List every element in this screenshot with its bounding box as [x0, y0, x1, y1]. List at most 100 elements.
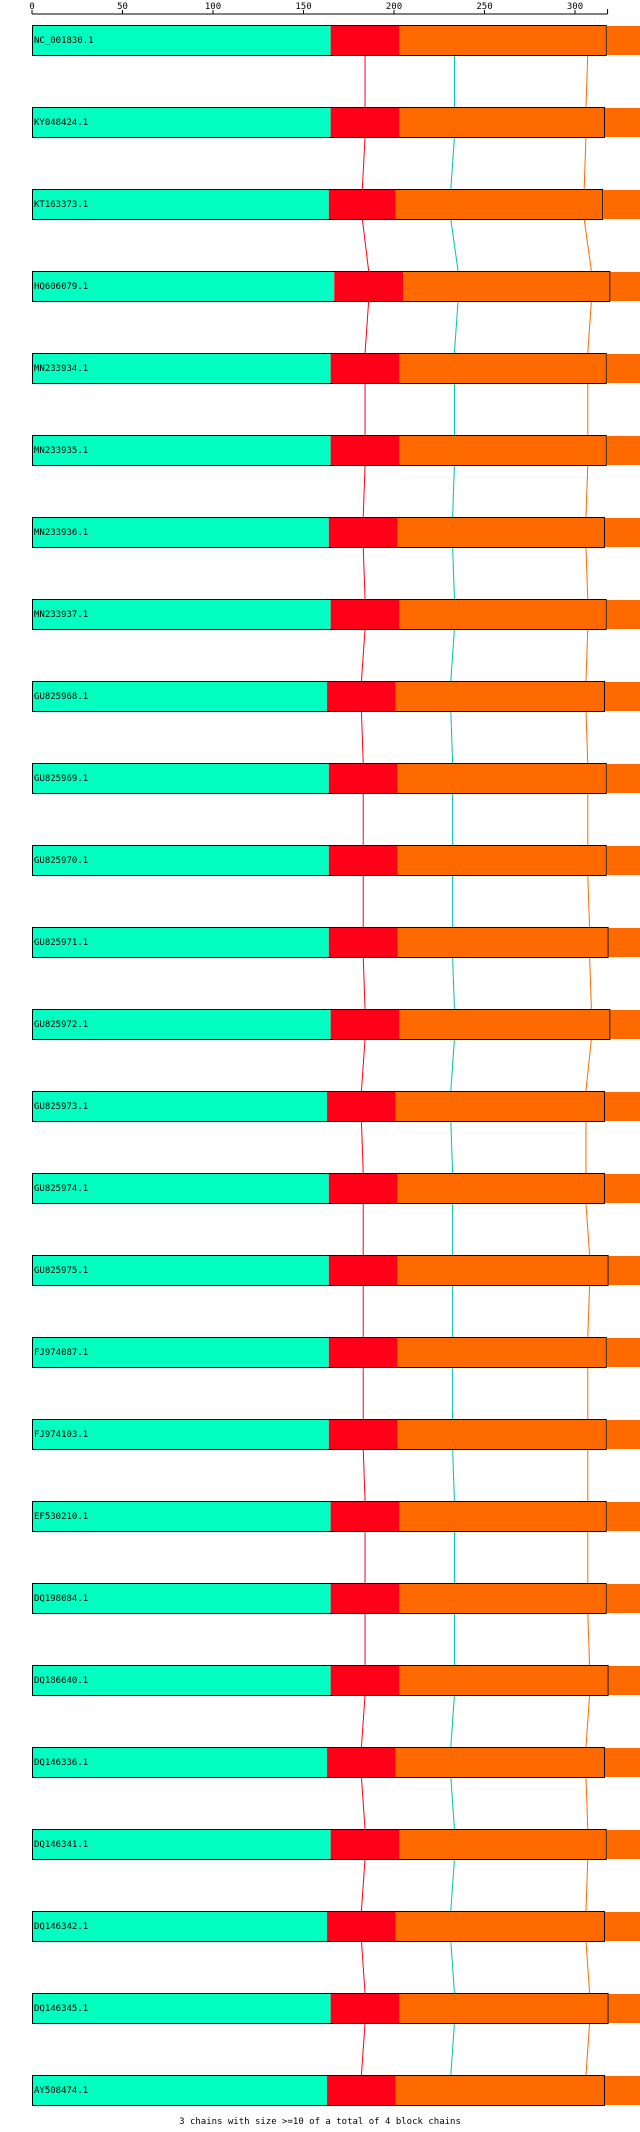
block-1 [32, 1665, 331, 1695]
sequence-row: GU825973.1 [32, 1091, 640, 1122]
sequence-bar-outline [32, 1911, 605, 1942]
sequence-label: DQ146342.1 [34, 1922, 88, 1932]
block-1 [32, 517, 329, 547]
block-1 [32, 1255, 329, 1285]
block-1 [32, 107, 331, 137]
sequence-row: KY048424.1 [32, 107, 640, 138]
trailing-segment [606, 846, 640, 875]
sequence-label: DQ146336.1 [34, 1758, 88, 1768]
block-2 [327, 1091, 396, 1121]
sequence-label: FJ974103.1 [34, 1430, 88, 1440]
block-3 [395, 1747, 604, 1777]
block-1 [32, 353, 331, 383]
connector-block4 [587, 1284, 591, 1338]
connector-block3 [452, 1448, 455, 1502]
sequence-row: MN233935.1 [32, 435, 640, 466]
block-2 [327, 2075, 396, 2105]
block-2 [327, 1747, 396, 1777]
block-3 [399, 1009, 610, 1039]
connector-block4 [585, 464, 589, 518]
block-2 [330, 1829, 400, 1859]
block-2 [330, 1583, 400, 1613]
sequence-row: AY508474.1 [32, 2075, 640, 2106]
sequence-row: GU825974.1 [32, 1173, 640, 1204]
sequence-bar-outline [32, 1583, 607, 1614]
connector-block2 [360, 1694, 366, 1748]
sequence-label: AY508474.1 [34, 2086, 88, 2096]
trailing-segment [608, 928, 640, 957]
sequence-row: GU825971.1 [32, 927, 640, 958]
sequence-label: MN233934.1 [34, 364, 88, 374]
block-2 [328, 1173, 398, 1203]
block-3 [397, 1255, 608, 1285]
connector-block4 [585, 546, 589, 600]
sequence-row: DQ198084.1 [32, 1583, 640, 1614]
connector-block2 [362, 1448, 366, 1502]
block-1 [32, 271, 335, 301]
connector-block2 [362, 464, 366, 518]
block-1 [32, 681, 328, 711]
sequence-row: DQ146342.1 [32, 1911, 640, 1942]
connector-block3 [452, 464, 455, 518]
sequence-bar-outline [32, 1747, 605, 1778]
block-2 [330, 1501, 400, 1531]
block-1 [32, 1009, 331, 1039]
ruler-tick-label: 250 [476, 2, 492, 12]
block-1 [32, 1091, 328, 1121]
connector-block4 [585, 1038, 592, 1092]
sequence-label: KY048424.1 [34, 118, 88, 128]
block-1 [32, 1419, 329, 1449]
sequence-row: MN233937.1 [32, 599, 640, 630]
block-1 [32, 763, 329, 793]
block-2 [328, 1337, 398, 1367]
trailing-segment [606, 354, 640, 383]
block-3 [399, 25, 606, 55]
sequence-label: GU825972.1 [34, 1020, 88, 1030]
sequence-bar-outline [32, 435, 607, 466]
block-3 [395, 681, 604, 711]
block-2 [330, 25, 400, 55]
ruler-tick-label: 150 [295, 2, 311, 12]
sequence-label: MN233937.1 [34, 610, 88, 620]
block-2 [334, 271, 404, 301]
connector-block2 [361, 136, 366, 190]
connector-block3 [450, 1038, 455, 1092]
sequence-label: GU825969.1 [34, 774, 88, 784]
sequence-label: EF530210.1 [34, 1512, 88, 1522]
sequence-label: MN233936.1 [34, 528, 88, 538]
connector-block4 [583, 218, 592, 272]
block-1 [32, 1501, 331, 1531]
trailing-segment [604, 682, 640, 711]
block-1 [32, 927, 329, 957]
connector-block2 [362, 956, 366, 1010]
ruler-tick-label: 0 [29, 2, 34, 12]
block-2 [328, 1255, 398, 1285]
connector-block4 [587, 1612, 591, 1666]
connector-block3 [450, 136, 455, 190]
sequence-bar-outline [32, 1993, 609, 2024]
sequence-bar-outline [32, 1255, 609, 1286]
sequence-bar-outline [32, 25, 607, 56]
trailing-segment [606, 1584, 640, 1613]
connector-block3 [450, 1694, 455, 1748]
sequence-bar-outline [32, 763, 607, 794]
sequence-label: GU825968.1 [34, 692, 88, 702]
sequence-label: DQ146345.1 [34, 2004, 88, 2014]
block-3 [397, 1173, 604, 1203]
sequence-label: GU825970.1 [34, 856, 88, 866]
trailing-segment [608, 1994, 640, 2023]
connector-block2 [360, 628, 366, 682]
connector-block4 [587, 874, 591, 928]
sequence-bar-outline [32, 599, 607, 630]
sequence-row: HQ606079.1 [32, 271, 640, 302]
block-3 [395, 1091, 604, 1121]
sequence-row: EF530210.1 [32, 1501, 640, 1532]
sequence-bar-outline [32, 845, 607, 876]
sequence-row: MN233936.1 [32, 517, 640, 548]
sequence-row: GU825969.1 [32, 763, 640, 794]
connector-block4 [585, 1202, 591, 1256]
connector-block4 [583, 136, 587, 190]
block-1 [32, 845, 329, 875]
block-1 [32, 1337, 329, 1367]
ruler-tick-label: 200 [386, 2, 402, 12]
